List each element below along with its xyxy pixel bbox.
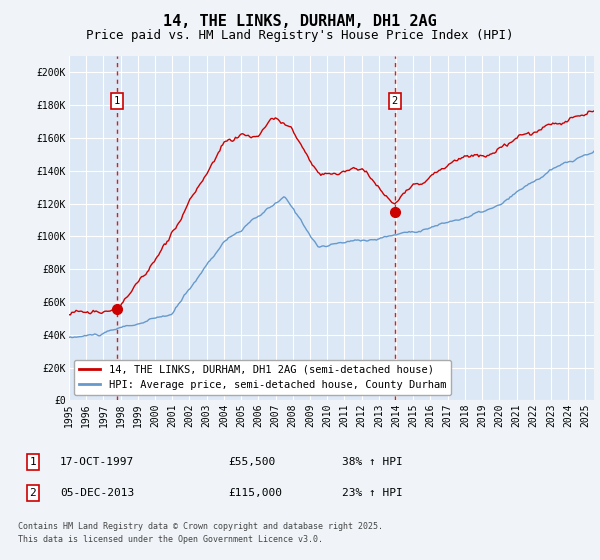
Text: £115,000: £115,000 — [228, 488, 282, 498]
Text: 1: 1 — [29, 457, 37, 467]
Text: £55,500: £55,500 — [228, 457, 275, 467]
Text: 2: 2 — [392, 96, 398, 106]
Text: 38% ↑ HPI: 38% ↑ HPI — [342, 457, 403, 467]
Text: Price paid vs. HM Land Registry's House Price Index (HPI): Price paid vs. HM Land Registry's House … — [86, 29, 514, 42]
Text: 05-DEC-2013: 05-DEC-2013 — [60, 488, 134, 498]
Text: 23% ↑ HPI: 23% ↑ HPI — [342, 488, 403, 498]
Text: Contains HM Land Registry data © Crown copyright and database right 2025.
This d: Contains HM Land Registry data © Crown c… — [18, 522, 383, 544]
Text: 17-OCT-1997: 17-OCT-1997 — [60, 457, 134, 467]
Text: 1: 1 — [114, 96, 121, 106]
Text: 2: 2 — [29, 488, 37, 498]
Legend: 14, THE LINKS, DURHAM, DH1 2AG (semi-detached house), HPI: Average price, semi-d: 14, THE LINKS, DURHAM, DH1 2AG (semi-det… — [74, 360, 451, 395]
Text: 14, THE LINKS, DURHAM, DH1 2AG: 14, THE LINKS, DURHAM, DH1 2AG — [163, 14, 437, 29]
